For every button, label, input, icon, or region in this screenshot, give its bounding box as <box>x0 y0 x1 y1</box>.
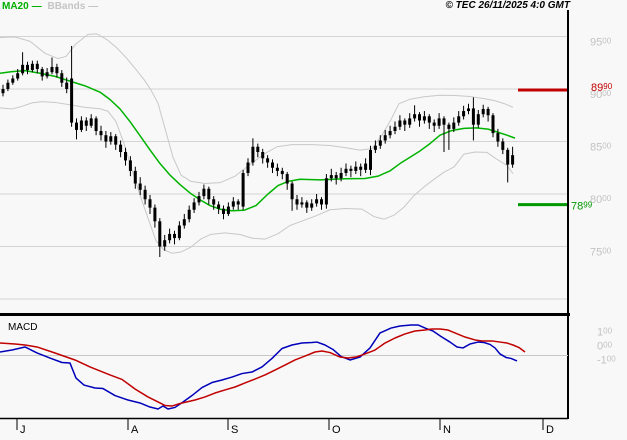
month-label-J: J <box>20 424 26 436</box>
price-tick-label: 8000 <box>590 194 612 206</box>
price-tick-label: 7500 <box>590 247 612 259</box>
month-label-S: S <box>231 424 238 436</box>
chart-legend: MA20— BBands — <box>2 1 101 12</box>
support-level-label: 7899 <box>571 201 593 213</box>
macd-label: MACD <box>8 322 37 333</box>
month-label-O: O <box>332 424 341 436</box>
month-label-D: D <box>546 424 554 436</box>
ma20-legend-label: MA20 <box>2 1 29 12</box>
month-label-N: N <box>443 424 451 436</box>
ma20-legend: MA20— <box>2 1 45 12</box>
bbands-legend-dash: — <box>88 1 98 12</box>
macd-tick-label: 100 <box>597 327 613 339</box>
bbands-legend: BBands — <box>47 1 101 12</box>
copyright-text: © TEC 26/11/2025 4:0 GMT <box>445 0 570 11</box>
price-tick-label: 9500 <box>590 37 612 49</box>
price-tick-label: 8500 <box>590 142 612 154</box>
resistance-level-label: 8990 <box>591 82 613 94</box>
price-tick-label: 9000 <box>590 89 612 101</box>
macd-tick-label: -100 <box>597 355 616 367</box>
month-label-A: A <box>131 424 139 436</box>
ma20-legend-dash: — <box>31 1 42 12</box>
bbands-legend-label: BBands <box>47 1 86 12</box>
macd-tick-label: 000 <box>597 341 613 353</box>
